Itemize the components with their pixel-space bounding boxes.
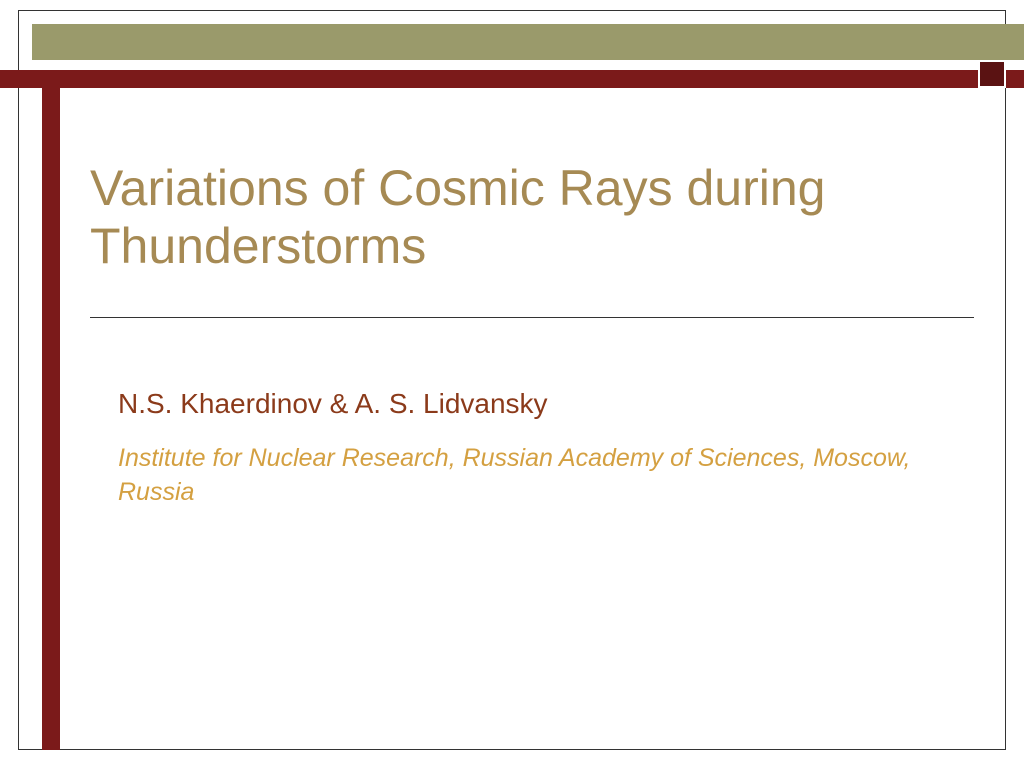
title-divider <box>90 317 974 318</box>
top-accent-bar <box>32 24 1024 60</box>
affiliation-line: Institute for Nuclear Research, Russian … <box>118 442 968 510</box>
vertical-accent-bar <box>42 70 60 750</box>
authors-line: N.S. Khaerdinov & A. S. Lidvansky <box>118 388 974 420</box>
slide-title: Variations of Cosmic Rays during Thunder… <box>90 160 974 275</box>
corner-square-accent <box>978 60 1006 88</box>
slide-content: Variations of Cosmic Rays during Thunder… <box>90 160 974 510</box>
horizontal-accent-bar <box>0 70 1024 88</box>
